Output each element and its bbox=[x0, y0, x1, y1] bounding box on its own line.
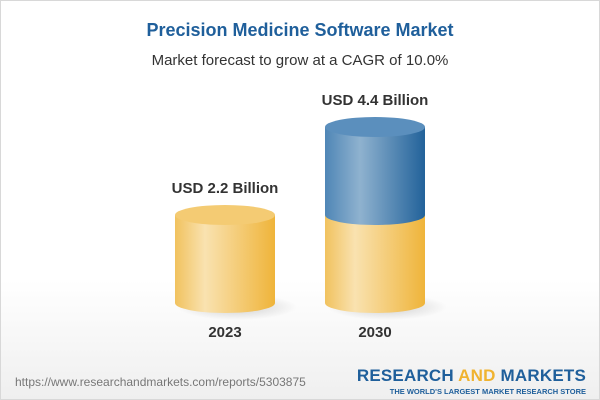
data-label: USD 2.2 Billion bbox=[172, 180, 279, 197]
source-url[interactable]: https://www.researchandmarkets.com/repor… bbox=[15, 375, 306, 389]
bar-2023-top bbox=[175, 205, 275, 225]
logo-tagline: THE WORLD'S LARGEST MARKET RESEARCH STOR… bbox=[389, 387, 586, 396]
chart-subtitle: Market forecast to grow at a CAGR of 10.… bbox=[151, 52, 449, 69]
logo-text-markets: MARKETS bbox=[495, 366, 586, 385]
data-label: USD 4.4 Billion bbox=[322, 92, 429, 109]
bar-2030-base-body bbox=[325, 215, 425, 313]
chart-title: Precision Medicine Software Market bbox=[146, 20, 454, 40]
bar-2023-body bbox=[175, 215, 275, 313]
category-label: 2030 bbox=[358, 324, 391, 341]
bar-2030-growth-body bbox=[325, 127, 425, 225]
logo-text-research: RESEARCH bbox=[356, 366, 459, 385]
logo-text-and: AND bbox=[458, 366, 496, 385]
bar-2030-growth-top bbox=[325, 117, 425, 137]
research-and-markets-logo: RESEARCH AND MARKETS THE WORLD'S LARGEST… bbox=[357, 366, 586, 396]
category-label: 2023 bbox=[208, 324, 241, 341]
